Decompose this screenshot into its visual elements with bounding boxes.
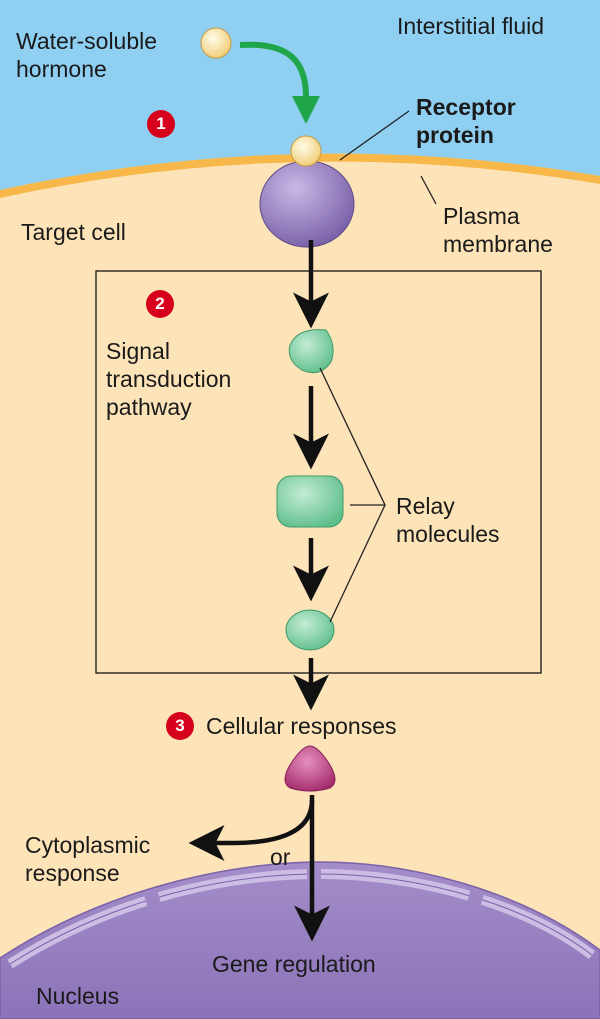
or-label: or bbox=[270, 844, 291, 870]
cellular-responses-label: Cellular responses bbox=[206, 713, 397, 739]
relay-molecules-label: Relay molecules bbox=[396, 493, 500, 547]
step-badge-2: 2 bbox=[146, 290, 174, 318]
interstitial-fluid-label: Interstitial fluid bbox=[397, 13, 545, 39]
hormone-bound bbox=[290, 135, 322, 167]
step-badge-3: 3 bbox=[166, 712, 194, 740]
response-molecule bbox=[284, 745, 336, 792]
hormone-label: Water-soluble hormone bbox=[16, 28, 158, 82]
plasma-membrane bbox=[0, 153, 600, 198]
nucleus-label: Nucleus bbox=[36, 983, 120, 1009]
cytoplasmic-response-label: Cytoplasmic response bbox=[25, 832, 151, 886]
step-badge-1: 1 bbox=[147, 110, 175, 138]
receptor-protein bbox=[259, 160, 355, 248]
arrow-to-cytoplasmic bbox=[188, 799, 315, 861]
nuclear-envelope-edge bbox=[9, 873, 593, 965]
pathway-label: Signal transduction pathway bbox=[106, 338, 232, 420]
target-cell-label: Target cell bbox=[21, 219, 126, 245]
gene-regulation-label: Gene regulation bbox=[212, 951, 376, 977]
membrane-leader bbox=[420, 175, 437, 205]
receptor-leader bbox=[339, 110, 410, 161]
hormone-arrow-head bbox=[292, 96, 320, 124]
hormone-arrow bbox=[239, 41, 310, 101]
interstitial-fluid bbox=[0, 0, 600, 190]
pathway-box bbox=[95, 270, 542, 674]
relay-molecule-1 bbox=[288, 329, 334, 374]
hormone-free bbox=[200, 27, 232, 59]
plasma-membrane-label: Plasma membrane bbox=[443, 203, 553, 257]
receptor-protein-label: Receptor protein bbox=[416, 94, 516, 148]
relay-molecule-3 bbox=[285, 609, 335, 651]
relay-molecule-2 bbox=[276, 475, 344, 528]
